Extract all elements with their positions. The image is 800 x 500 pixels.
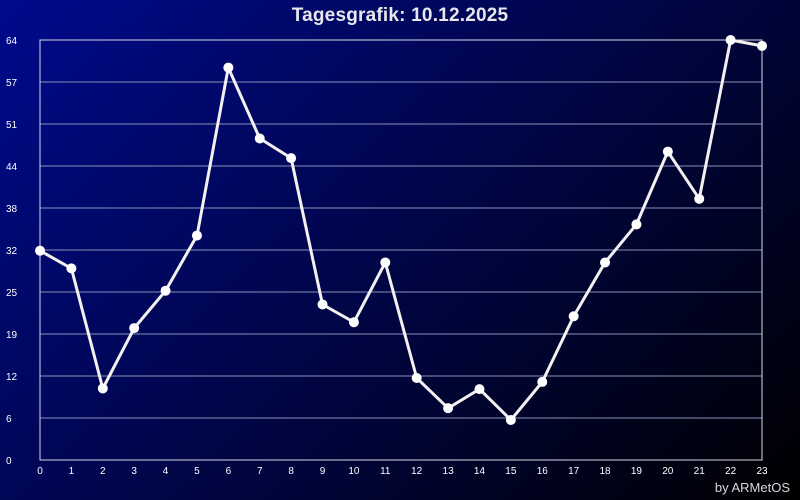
y-tick-label: 64 — [6, 36, 18, 47]
x-tick-label: 18 — [599, 466, 611, 477]
data-point — [97, 383, 108, 394]
x-tick-label: 12 — [411, 466, 423, 477]
y-tick-label: 25 — [6, 288, 18, 299]
y-tick-label: 57 — [6, 78, 18, 89]
y-tick-label: 51 — [6, 120, 18, 131]
x-tick-label: 3 — [131, 466, 137, 477]
data-point — [129, 323, 140, 334]
data-point — [662, 146, 673, 157]
data-point — [191, 230, 202, 241]
x-tick-label: 9 — [320, 466, 326, 477]
series-line — [38, 38, 764, 422]
data-point — [725, 35, 736, 45]
data-point — [474, 384, 485, 395]
data-point — [223, 62, 234, 73]
data-point — [317, 299, 328, 310]
chart-title: Tagesgrafik: 10.12.2025 — [291, 5, 509, 26]
data-point — [600, 257, 611, 268]
y-tick-label: 0 — [6, 456, 12, 467]
x-tick-label: 20 — [662, 466, 674, 477]
x-tick-label: 22 — [725, 466, 737, 477]
data-point — [35, 245, 45, 256]
x-tick-label: 14 — [474, 466, 486, 477]
y-tick-label: 19 — [6, 330, 18, 341]
x-tick-label: 13 — [443, 466, 455, 477]
data-point — [694, 193, 705, 204]
x-tick-label: 21 — [694, 466, 706, 477]
x-tick-label: 16 — [537, 466, 549, 477]
x-tick-label: 5 — [194, 466, 200, 477]
data-point — [254, 133, 265, 144]
data-point — [443, 403, 454, 414]
x-tick-label: 23 — [756, 466, 768, 477]
x-tick-label: 8 — [288, 466, 294, 477]
y-tick-label: 12 — [6, 372, 18, 383]
x-tick-label: 2 — [100, 466, 106, 477]
data-point — [631, 219, 642, 230]
x-tick-label: 7 — [257, 466, 263, 477]
data-point — [568, 311, 579, 322]
data-point — [286, 153, 297, 164]
x-tick-label: 19 — [631, 466, 643, 477]
y-tick-label: 38 — [6, 204, 18, 215]
data-point — [160, 285, 171, 296]
data-point — [411, 372, 422, 383]
y-tick-label: 44 — [6, 162, 18, 173]
data-point — [505, 414, 516, 425]
x-tick-label: 17 — [568, 466, 580, 477]
data-point — [380, 257, 391, 268]
x-tick-label: 15 — [505, 466, 517, 477]
x-tick-label: 6 — [226, 466, 232, 477]
x-tick-label: 11 — [380, 466, 391, 477]
y-tick-label: 6 — [6, 414, 12, 425]
x-tick-label: 10 — [348, 466, 360, 477]
x-tick-label: 1 — [69, 466, 75, 477]
y-tick-label: 32 — [6, 246, 18, 257]
data-point — [757, 40, 767, 51]
data-point — [348, 317, 359, 328]
data-point — [66, 263, 77, 274]
credit-label: by ARMetOS — [714, 480, 790, 495]
x-tick-label: 0 — [37, 466, 43, 477]
x-tick-label: 4 — [163, 466, 169, 477]
data-point — [537, 376, 548, 387]
